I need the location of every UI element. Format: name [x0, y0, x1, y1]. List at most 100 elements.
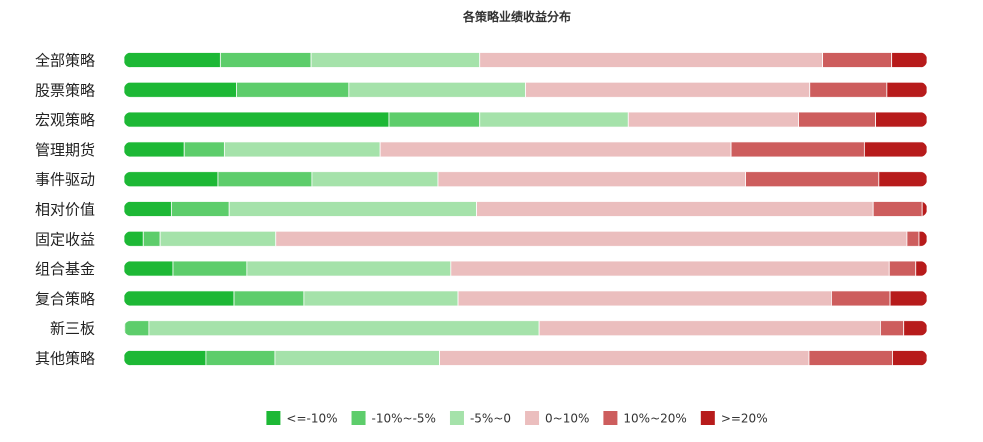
bar-segment — [124, 52, 221, 68]
bar-segment — [217, 171, 313, 187]
category-labels: 全部策略股票策略宏观策略管理期货事件驱动相对价值固定收益组合基金复合策略新三板其… — [35, 52, 95, 368]
bar-segment — [822, 52, 893, 68]
bar-segment — [476, 201, 874, 217]
bar-segment — [450, 261, 890, 277]
bar-segment — [798, 112, 877, 128]
category-label: 相对价值 — [35, 201, 95, 219]
category-label: 事件驱动 — [35, 171, 95, 189]
bar-segment — [388, 112, 481, 128]
category-label: 复合策略 — [35, 290, 95, 308]
bar-segment — [236, 82, 350, 98]
bar-row — [124, 171, 927, 187]
bar-segment — [921, 201, 927, 217]
category-label: 股票策略 — [35, 81, 95, 99]
bar-segment — [348, 82, 526, 98]
bar-segment — [246, 261, 452, 277]
bar-segment — [124, 171, 219, 187]
bar-segment — [311, 171, 439, 187]
bar-segment — [906, 231, 920, 247]
bar-segment — [233, 290, 305, 306]
bar-row — [124, 261, 927, 277]
bar-segment — [863, 141, 927, 157]
bar-segment — [730, 141, 865, 157]
bar-segment — [457, 290, 832, 306]
bar-row — [124, 112, 927, 128]
bar-segment — [228, 201, 477, 217]
category-label: 固定收益 — [35, 230, 95, 248]
category-label: 全部策略 — [35, 52, 95, 70]
chart-title: 各策略业绩收益分布 — [462, 9, 571, 24]
bar-segment — [875, 112, 927, 128]
bars-layer — [124, 52, 927, 366]
bar-segment — [124, 290, 235, 306]
legend-label: 0~10% — [545, 412, 589, 426]
bar-segment — [886, 82, 927, 98]
bar-row — [124, 231, 927, 247]
bar-segment — [627, 112, 799, 128]
bar-row — [124, 82, 927, 98]
bar-segment — [124, 320, 150, 336]
category-label: 组合基金 — [35, 260, 95, 278]
bar-segment — [479, 52, 824, 68]
bar-segment — [872, 201, 923, 217]
bar-segment — [172, 261, 248, 277]
bar-segment — [124, 261, 174, 277]
legend-swatch — [351, 411, 366, 425]
legend-swatch — [603, 411, 618, 425]
bar-segment — [439, 350, 810, 366]
bar-segment — [809, 82, 888, 98]
bar-row — [124, 290, 927, 306]
legend-label: <=-10% — [286, 412, 337, 426]
bar-segment — [891, 52, 927, 68]
legend-label: >=20% — [721, 412, 768, 426]
bar-row — [124, 320, 927, 336]
bar-segment — [808, 350, 893, 366]
legend-swatch — [266, 411, 281, 425]
bar-segment — [880, 320, 905, 336]
bar-segment — [479, 112, 629, 128]
legend-label: -5%~0 — [470, 412, 511, 426]
bar-segment — [303, 290, 459, 306]
bar-segment — [525, 82, 811, 98]
category-label: 管理期货 — [35, 141, 95, 159]
category-label: 宏观策略 — [35, 111, 95, 129]
bar-segment — [745, 171, 880, 187]
bar-segment — [124, 82, 237, 98]
bar-segment — [223, 141, 381, 157]
bar-segment — [183, 141, 225, 157]
bar-segment — [124, 201, 172, 217]
bar-segment — [124, 141, 185, 157]
bar-row — [124, 201, 927, 217]
category-label: 其他策略 — [35, 350, 95, 368]
bar-segment — [888, 261, 917, 277]
bar-segment — [831, 290, 891, 306]
legend-swatch — [449, 411, 464, 425]
bar-segment — [310, 52, 481, 68]
bar-segment — [275, 231, 908, 247]
legend-label: -10%~-5% — [372, 412, 436, 426]
bar-segment — [915, 261, 927, 277]
bar-segment — [142, 231, 161, 247]
bar-segment — [878, 171, 927, 187]
legend: <=-10% -10%~-5% -5%~0 0~10% 10%~20% >=20% — [266, 411, 768, 426]
category-label: 新三板 — [50, 320, 95, 338]
bar-segment — [124, 112, 390, 128]
bar-segment — [148, 320, 540, 336]
legend-swatch — [525, 411, 540, 425]
bar-segment — [219, 52, 312, 68]
bar-segment — [274, 350, 440, 366]
bar-segment — [124, 350, 207, 366]
bar-row — [124, 141, 927, 157]
bar-segment — [159, 231, 277, 247]
bar-segment — [903, 320, 927, 336]
bar-segment — [918, 231, 927, 247]
bar-segment — [124, 231, 144, 247]
bar-row — [124, 52, 927, 68]
bar-segment — [170, 201, 230, 217]
legend-swatch — [700, 411, 715, 425]
bar-row — [124, 350, 927, 366]
bar-segment — [892, 350, 927, 366]
bar-segment — [379, 141, 732, 157]
bar-segment — [437, 171, 746, 187]
bar-segment — [538, 320, 881, 336]
